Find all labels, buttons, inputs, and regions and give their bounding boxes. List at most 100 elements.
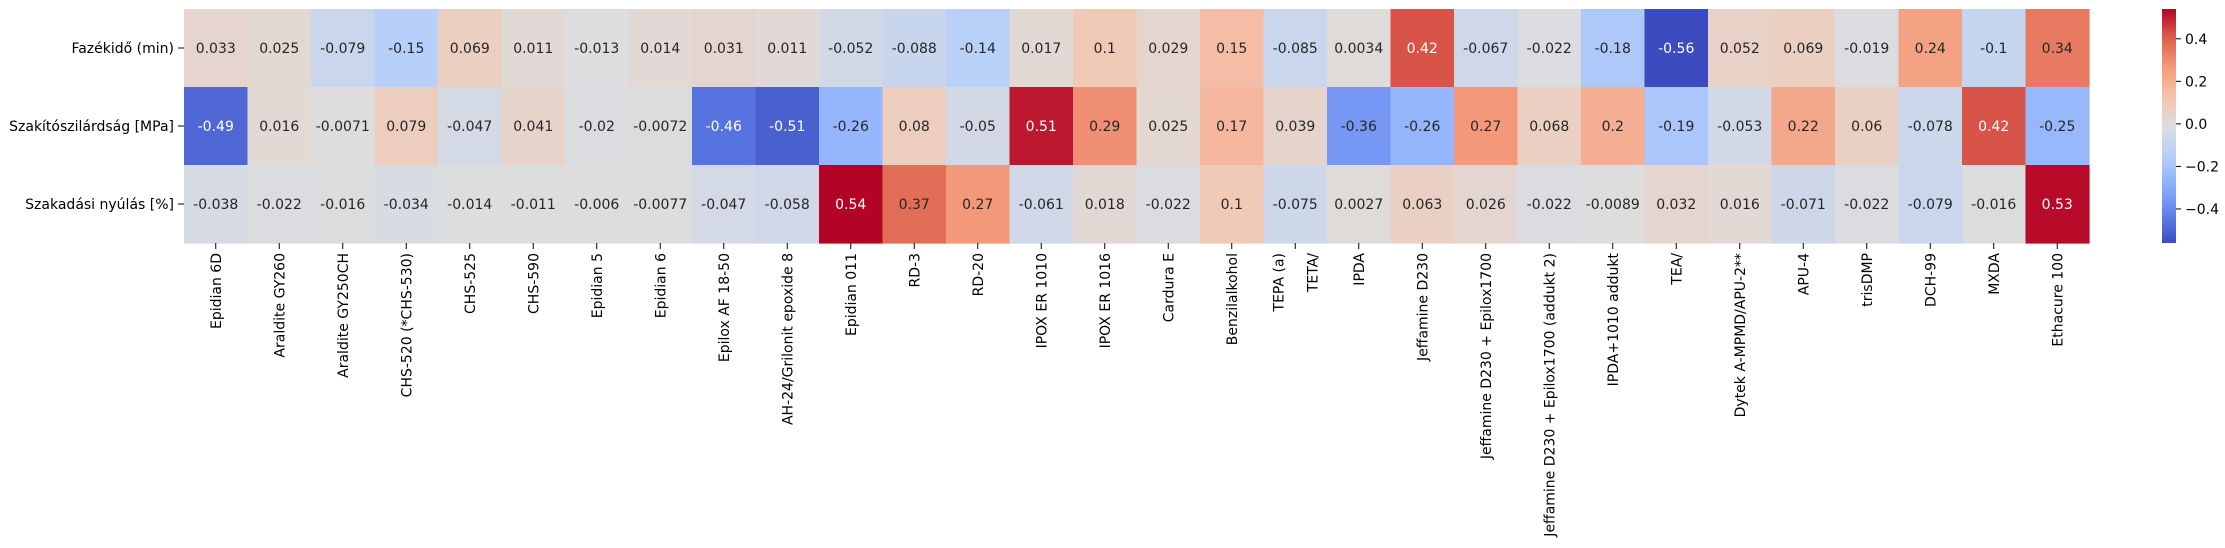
cell-value-label: 0.42 [1978, 119, 2009, 135]
column-label: Cardura E [1161, 253, 1177, 322]
heatmap-cell [628, 9, 693, 88]
column-label: RD-20 [971, 253, 987, 296]
heatmap-cell [438, 165, 503, 244]
cell-value-label: 0.011 [513, 41, 553, 57]
heatmap-cell [819, 165, 884, 244]
cell-value-label: -0.0072 [633, 119, 687, 135]
cell-value-label: 0.53 [2042, 197, 2073, 213]
column-label: trisDMP [1860, 253, 1876, 307]
cell-value-label: -0.085 [1273, 41, 1318, 57]
column-label: RD-3 [907, 253, 923, 287]
heatmap-cell [1454, 9, 1519, 88]
heatmap-cell [438, 9, 503, 88]
cell-value-label: -0.058 [765, 197, 810, 213]
heatmap-cell [1454, 87, 1519, 166]
cell-value-label: 0.24 [1915, 41, 1946, 57]
heatmap-cell [565, 165, 630, 244]
cell-value-label: -0.013 [574, 41, 619, 57]
cell-value-label: 0.033 [196, 41, 236, 57]
cell-value-label: 0.1 [1221, 197, 1243, 213]
cell-value-label: 0.0027 [1334, 197, 1383, 213]
cell-value-label: -0.019 [1844, 41, 1889, 57]
column-label: TETA/ [1305, 253, 1321, 293]
column-label: IPDA [1352, 253, 1368, 286]
cell-value-label: -0.0089 [1586, 197, 1640, 213]
column-label: Jeffamine D230 [1415, 253, 1431, 362]
heatmap-cell [692, 9, 757, 88]
cell-value-label: -0.022 [1844, 197, 1889, 213]
cell-value-label: -0.1 [1980, 41, 2007, 57]
cell-value-label: -0.022 [1527, 197, 1572, 213]
cell-value-label: 0.27 [962, 197, 993, 213]
heatmap-cell [819, 9, 884, 88]
cell-value-label: 0.014 [640, 41, 680, 57]
heatmap-cell [374, 87, 439, 166]
heatmap-cell [247, 165, 312, 244]
cell-value-label: 0.22 [1788, 119, 1819, 135]
heatmap-cell [1962, 87, 2027, 166]
cell-value-label: 0.039 [1275, 119, 1315, 135]
cell-value-label: 0.54 [835, 197, 866, 213]
cell-value-label: 0.37 [899, 197, 930, 213]
heatmap-cell [1962, 165, 2027, 244]
heatmap-cell [628, 87, 693, 166]
column-labels: Epidian 6D Araldite GY260 Araldite GY250CH… [209, 243, 2066, 538]
row-label: Szakadási nyúlás [%] [25, 197, 174, 213]
cell-value-label: 0.079 [386, 119, 426, 135]
cell-value-label: -0.56 [1658, 41, 1694, 57]
heatmap-cell [692, 165, 757, 244]
heatmap-cell [1263, 87, 1328, 166]
heatmap-cell [1708, 9, 1773, 88]
row-label: Szakítószilárdság [MPa] [9, 119, 174, 135]
colorbar-tick-label: −0.2 [2185, 159, 2219, 175]
cell-value-label: -0.053 [1717, 119, 1762, 135]
cell-value-label: 0.011 [767, 41, 807, 57]
heatmap-cell [1454, 165, 1519, 244]
heatmap-cell [311, 9, 376, 88]
cell-value-label: -0.022 [257, 197, 302, 213]
cell-value-label: -0.061 [1019, 197, 1064, 213]
heatmap-cell [1136, 87, 1201, 166]
cell-value-label: -0.0071 [316, 119, 370, 135]
column-label: Araldite GY260 [272, 253, 288, 358]
column-label: APU-4 [1796, 253, 1812, 295]
heatmap-cell [374, 165, 439, 244]
cell-value-label: 0.025 [259, 41, 299, 57]
heatmap-cell [1200, 87, 1265, 166]
heatmap-cell [184, 9, 249, 88]
heatmap-cell [1200, 9, 1265, 88]
column-label: MXDA [1987, 253, 2003, 295]
cell-value-label: -0.05 [960, 119, 996, 135]
heatmap-cell [1009, 165, 1074, 244]
column-label: Dytek A-MPMD/APU-2** [1733, 253, 1749, 417]
heatmap-cell [1009, 9, 1074, 88]
heatmap-cell [1263, 165, 1328, 244]
heatmap-cell [2025, 9, 2090, 88]
heatmap-cell [1263, 9, 1328, 88]
heatmap-cell [501, 87, 566, 166]
heatmap-cell [1708, 87, 1773, 166]
cell-value-label: -0.51 [769, 119, 805, 135]
cell-value-label: 0.025 [1148, 119, 1188, 135]
heatmap-cell [565, 87, 630, 166]
heatmap-cell [1136, 9, 1201, 88]
cell-value-label: 0.029 [1148, 41, 1188, 57]
heatmap-cell [946, 165, 1011, 244]
cell-value-label: -0.46 [706, 119, 742, 135]
cell-value-label: -0.016 [320, 197, 365, 213]
heatmap-cell [755, 9, 820, 88]
cell-value-label: 0.041 [513, 119, 553, 135]
heatmap-cell [565, 9, 630, 88]
cell-value-label: -0.071 [1781, 197, 1826, 213]
cell-value-label: 0.016 [1720, 197, 1760, 213]
cell-value-label: 0.031 [704, 41, 744, 57]
cell-value-label: -0.078 [1908, 119, 1953, 135]
heatmap-cell [1835, 87, 1900, 166]
column-label: Epidian 011 [844, 253, 860, 336]
heatmap-cell [1644, 165, 1709, 244]
cell-value-label: 0.068 [1529, 119, 1569, 135]
heatmap-cell [1644, 9, 1709, 88]
heatmap-cell [755, 165, 820, 244]
heatmap-cell [1327, 165, 1392, 244]
